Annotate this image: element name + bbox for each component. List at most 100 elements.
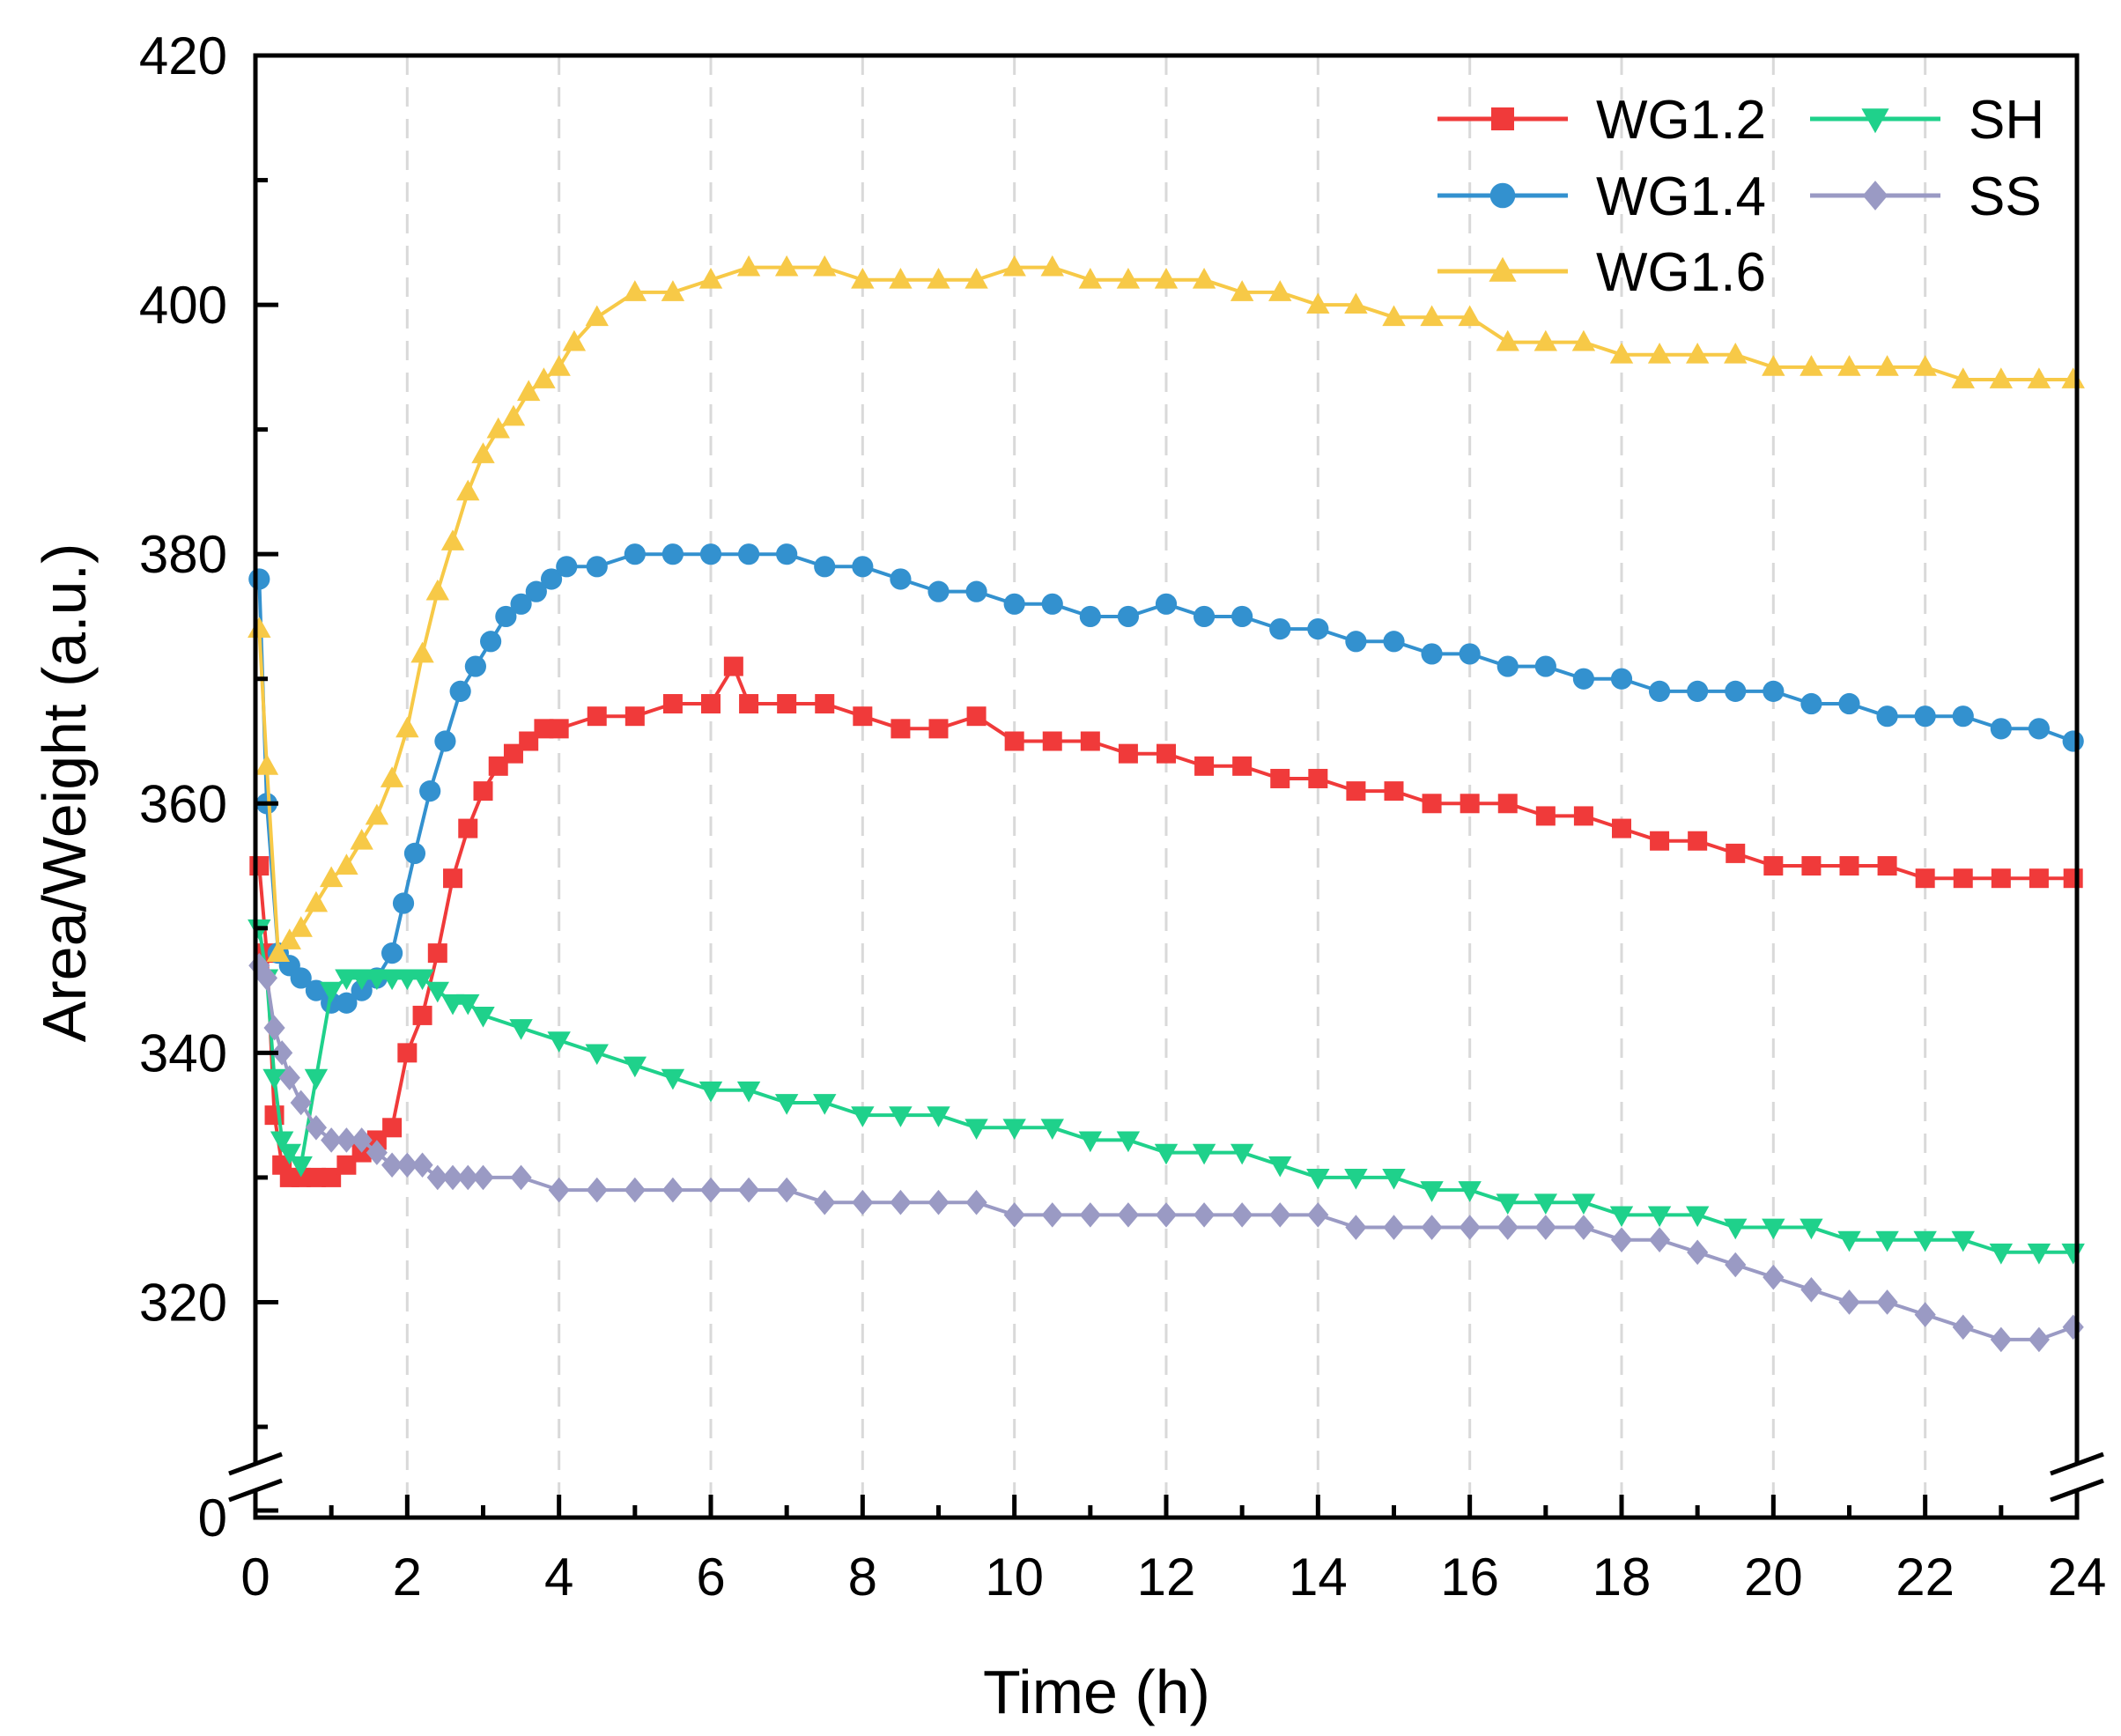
data-point — [889, 1106, 913, 1127]
data-point — [1002, 255, 1026, 277]
data-point — [410, 641, 434, 663]
data-point — [661, 1177, 684, 1203]
data-point — [517, 380, 541, 402]
data-point — [1268, 1156, 1292, 1178]
data-point — [1609, 342, 1634, 364]
data-point — [1875, 1230, 1899, 1252]
legend-marker — [1862, 181, 1888, 211]
data-point — [662, 694, 683, 714]
data-point — [1572, 1215, 1595, 1240]
data-point — [1003, 593, 1025, 615]
x-tick-label: 2 — [393, 1548, 422, 1607]
data-point — [547, 355, 571, 376]
data-point — [927, 1106, 950, 1127]
data-point — [964, 1119, 988, 1141]
data-point — [1384, 781, 1404, 802]
x-tick-label: 4 — [544, 1548, 573, 1607]
data-point — [1154, 268, 1179, 289]
data-point — [1232, 756, 1253, 776]
data-point — [624, 1177, 646, 1203]
data-point — [277, 928, 301, 949]
legend-item: SS — [1810, 166, 2042, 227]
data-point — [1648, 1227, 1671, 1252]
data-point — [480, 631, 502, 653]
data-point — [1422, 794, 1442, 814]
data-point — [1155, 593, 1178, 615]
data-point — [1306, 292, 1330, 314]
data-point — [471, 442, 495, 463]
legend-item: SH — [1810, 90, 2044, 151]
data-point — [449, 680, 471, 702]
data-point — [1951, 1230, 1975, 1252]
data-point — [1004, 731, 1024, 751]
data-point — [350, 828, 373, 850]
data-point — [1459, 643, 1481, 665]
x-tick-label: 22 — [1896, 1548, 1955, 1607]
x-tick-label: 20 — [1744, 1548, 1803, 1607]
data-point — [1913, 1230, 1937, 1252]
y-tick-label: 340 — [139, 1023, 227, 1082]
data-point — [473, 781, 493, 802]
data-point — [1155, 1202, 1178, 1228]
legend-label: WG1.2 — [1596, 90, 1766, 151]
data-point — [249, 856, 270, 876]
data-point — [403, 842, 426, 864]
data-point — [321, 992, 343, 1014]
data-point — [306, 1167, 326, 1187]
data-point — [1989, 1243, 2014, 1265]
data-point — [1837, 1230, 1861, 1252]
data-point — [1080, 731, 1100, 751]
data-point — [661, 1068, 685, 1090]
data-point — [698, 1081, 723, 1103]
data-point — [2062, 1314, 2084, 1341]
data-point — [965, 580, 987, 602]
data-point — [586, 556, 608, 578]
data-point — [586, 1177, 608, 1203]
data-point — [350, 969, 373, 991]
data-point — [397, 1043, 418, 1063]
data-point — [699, 543, 722, 565]
data-point — [1116, 268, 1141, 289]
data-point — [1230, 1143, 1254, 1165]
data-point — [1344, 292, 1368, 314]
data-point — [1534, 655, 1556, 677]
data-point — [1497, 794, 1518, 814]
data-point — [776, 1177, 798, 1203]
data-point — [1725, 1252, 1747, 1278]
data-point — [395, 969, 419, 991]
data-point — [2027, 367, 2051, 388]
data-point — [305, 979, 328, 1001]
data-point — [321, 1127, 343, 1153]
data-point — [1838, 1289, 1860, 1315]
data-point — [1990, 1326, 2012, 1353]
data-point — [1497, 1215, 1519, 1240]
data-point — [852, 1189, 874, 1215]
data-point — [1609, 1206, 1634, 1228]
data-point — [440, 994, 465, 1016]
data-point — [1458, 305, 1482, 327]
x-tick-label: 16 — [1440, 1548, 1499, 1607]
data-point — [1875, 355, 1899, 376]
data-point — [456, 479, 480, 501]
series-sh — [248, 919, 2085, 1265]
y-axis-title: Area/Weight (a.u.) — [30, 543, 99, 1043]
data-point — [1534, 1215, 1556, 1240]
data-point — [585, 1044, 609, 1066]
data-point — [1460, 794, 1480, 814]
data-point — [1763, 680, 1785, 702]
data-point — [1800, 692, 1822, 715]
data-point — [335, 969, 358, 991]
data-point — [248, 568, 270, 590]
data-point — [1230, 280, 1254, 301]
data-point — [813, 255, 837, 277]
data-point — [304, 890, 329, 912]
axis-break-marks — [225, 1452, 2107, 1503]
data-point — [1308, 768, 1328, 788]
data-point — [2028, 1326, 2051, 1353]
data-point — [290, 1090, 312, 1116]
data-point — [1572, 668, 1595, 690]
series-line — [257, 552, 2074, 1005]
y-tick-label-zero: 0 — [198, 1489, 227, 1548]
data-point — [1800, 355, 1823, 376]
data-point — [471, 1007, 495, 1028]
